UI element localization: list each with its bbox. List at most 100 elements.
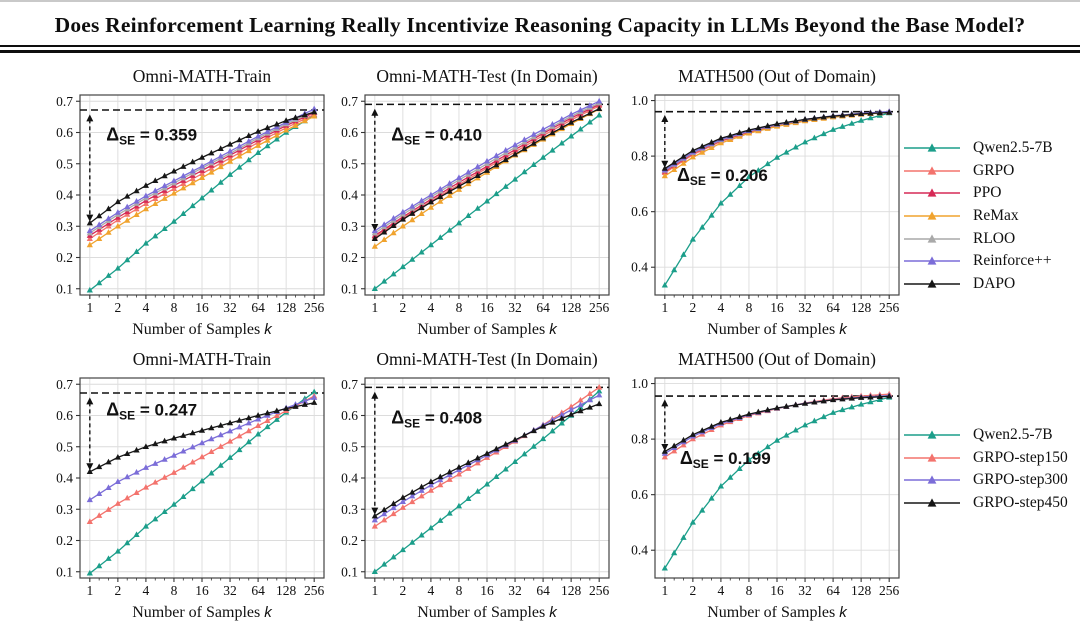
svg-text:0.1: 0.1 (341, 281, 358, 296)
svg-text:0.5: 0.5 (56, 439, 73, 454)
svg-text:256: 256 (879, 300, 900, 315)
svg-text:32: 32 (508, 583, 522, 598)
legend-label: PPO (973, 184, 1002, 202)
svg-text:32: 32 (798, 583, 812, 598)
svg-text:128: 128 (561, 300, 582, 315)
delta-se-annotation: ΔSE = 0.408 (391, 407, 482, 430)
svg-text:0.6: 0.6 (631, 204, 648, 219)
legend-marker-icon (904, 475, 960, 485)
svg-text:8: 8 (746, 583, 753, 598)
svg-text:64: 64 (826, 300, 840, 315)
chart-math500-row1: 1 2 4 8 16 32 64 128 256 0.4 0.6 0.8 1.0 ΔSE = 0.206 M… (631, 66, 900, 338)
svg-text:1: 1 (661, 300, 668, 315)
figure-title: Does Reinforcement Learning Really Incen… (54, 13, 1026, 37)
svg-text:1: 1 (86, 583, 93, 598)
legend-item-grpo-step450: GRPO-step450 (902, 492, 1068, 515)
svg-text:0.4: 0.4 (56, 188, 73, 203)
svg-text:4: 4 (428, 583, 435, 598)
svg-text:0.6: 0.6 (56, 408, 73, 423)
svg-text:1: 1 (371, 583, 378, 598)
top-border-line (0, 0, 1080, 2)
svg-text:32: 32 (508, 300, 522, 315)
svg-text:0.2: 0.2 (341, 533, 358, 548)
svg-text:128: 128 (851, 583, 872, 598)
svg-text:256: 256 (879, 583, 900, 598)
chart-title: Omni-MATH-Train (133, 349, 272, 369)
svg-text:0.8: 0.8 (631, 432, 648, 447)
svg-text:0.2: 0.2 (56, 533, 73, 548)
legend-label: Reinforce++ (973, 252, 1052, 270)
svg-text:128: 128 (561, 583, 582, 598)
delta-se-annotation: ΔSE = 0.410 (391, 124, 482, 147)
svg-text:2: 2 (114, 300, 121, 315)
svg-text:64: 64 (251, 583, 265, 598)
svg-text:64: 64 (826, 583, 840, 598)
svg-text:0.3: 0.3 (56, 502, 73, 517)
delta-se-annotation: ΔSE = 0.199 (680, 448, 771, 471)
svg-text:0.1: 0.1 (341, 564, 358, 579)
legend-label: ReMax (973, 207, 1019, 225)
svg-text:0.4: 0.4 (631, 543, 648, 558)
legend-label: GRPO (973, 161, 1015, 179)
svg-text:0.3: 0.3 (341, 219, 358, 234)
svg-text:256: 256 (589, 300, 610, 315)
x-axis-label: Number of Samples k (417, 604, 558, 621)
svg-text:0.2: 0.2 (56, 250, 73, 265)
svg-text:64: 64 (251, 300, 265, 315)
legend-marker-icon (904, 143, 960, 152)
x-axis-label: Number of Samples k (707, 321, 848, 338)
title-underline (0, 45, 1080, 47)
svg-text:2: 2 (114, 583, 121, 598)
x-axis-label: Number of Samples k (132, 604, 273, 621)
legend-label: GRPO-step450 (973, 494, 1068, 512)
legend-marker-icon (904, 430, 960, 439)
legend-marker-icon (904, 166, 960, 175)
legend-marker-icon (904, 279, 960, 288)
svg-text:0.3: 0.3 (341, 502, 358, 517)
legend-label: GRPO-step300 (973, 471, 1068, 489)
delta-se-annotation: ΔSE = 0.206 (677, 165, 768, 188)
delta-se-annotation: ΔSE = 0.247 (106, 400, 197, 423)
svg-text:32: 32 (798, 300, 812, 315)
svg-text:4: 4 (143, 300, 150, 315)
legend-item-grpo-step150: GRPO-step150 (902, 447, 1068, 470)
svg-text:1.0: 1.0 (631, 376, 648, 391)
svg-text:1: 1 (371, 300, 378, 315)
chart-title: MATH500 (Out of Domain) (678, 349, 876, 369)
svg-text:16: 16 (195, 583, 209, 598)
chart-title: Omni-MATH-Test (In Domain) (376, 349, 598, 369)
svg-text:2: 2 (399, 300, 406, 315)
legend-label: Qwen2.5-7B (973, 139, 1053, 157)
legend-item-grpo: GRPO (902, 160, 1053, 183)
delta-se-annotation: ΔSE = 0.359 (106, 124, 197, 147)
svg-text:16: 16 (480, 583, 494, 598)
svg-text:0.5: 0.5 (341, 439, 358, 454)
svg-text:16: 16 (770, 583, 784, 598)
legend-item-rloo: RLOO (902, 227, 1053, 250)
svg-text:0.4: 0.4 (56, 471, 73, 486)
svg-text:4: 4 (143, 583, 150, 598)
svg-text:8: 8 (456, 300, 463, 315)
svg-text:0.7: 0.7 (341, 377, 358, 392)
svg-text:8: 8 (456, 583, 463, 598)
svg-text:0.5: 0.5 (341, 156, 358, 171)
svg-text:256: 256 (589, 583, 610, 598)
svg-text:64: 64 (536, 583, 550, 598)
x-axis-label: Number of Samples k (707, 604, 848, 621)
legend-item-reinforce-: Reinforce++ (902, 250, 1053, 273)
legend-marker-icon (904, 234, 960, 243)
legend-item-dapo: DAPO (902, 273, 1053, 296)
legend-label: RLOO (973, 229, 1016, 247)
legend-label: GRPO-step150 (973, 448, 1068, 466)
chart-math500-row2: 1 2 4 8 16 32 64 128 256 0.4 0.6 0.8 1.0 ΔSE = 0.199 M… (631, 349, 900, 621)
svg-text:256: 256 (304, 300, 325, 315)
svg-text:0.6: 0.6 (631, 487, 648, 502)
svg-text:32: 32 (223, 300, 237, 315)
svg-text:4: 4 (428, 300, 435, 315)
chart-title: Omni-MATH-Test (In Domain) (376, 66, 598, 86)
svg-text:16: 16 (195, 300, 209, 315)
svg-text:0.2: 0.2 (341, 250, 358, 265)
svg-text:0.6: 0.6 (56, 125, 73, 140)
legend-marker-icon (904, 211, 960, 220)
svg-text:8: 8 (746, 300, 753, 315)
